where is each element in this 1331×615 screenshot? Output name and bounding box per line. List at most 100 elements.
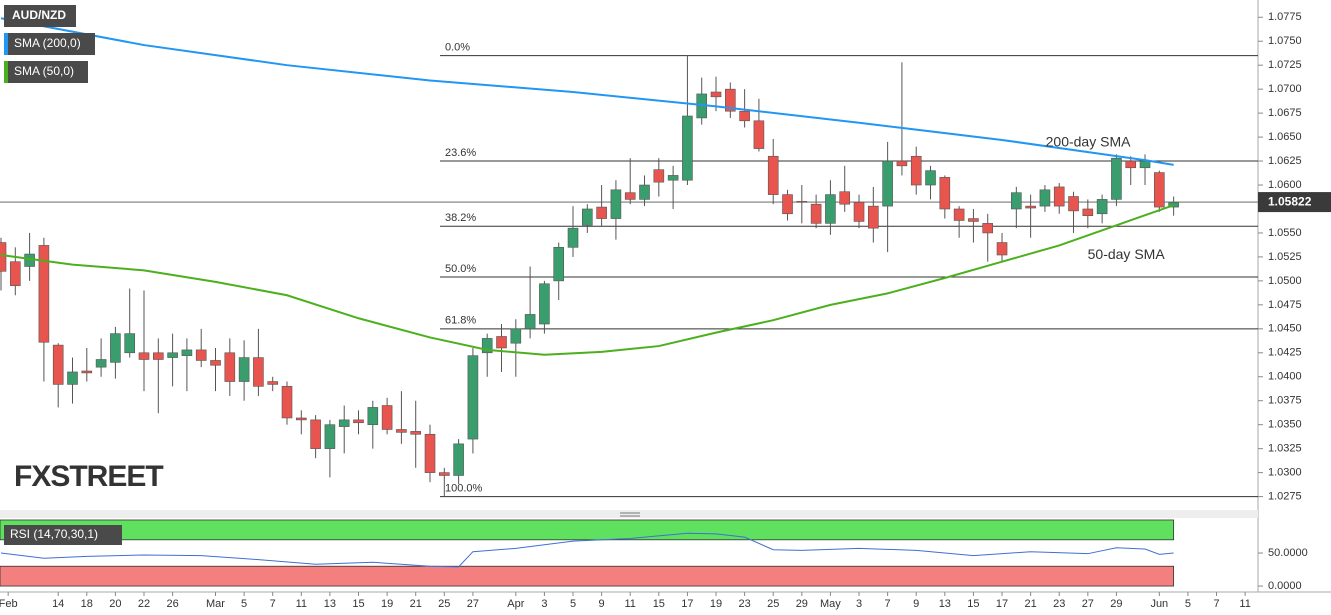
title-box	[4, 5, 76, 27]
sma-line	[0, 17, 1174, 166]
candle-body	[1053, 186, 1065, 207]
candle-body	[739, 110, 750, 122]
x-tick-label: 17	[996, 598, 1008, 610]
x-tick-label: Mar	[206, 598, 225, 610]
fib-label: 0.0%	[445, 42, 470, 54]
x-tick-label: 15	[352, 598, 364, 610]
sma-line	[0, 204, 1174, 356]
candle-body	[896, 160, 908, 167]
candle-body	[567, 227, 579, 248]
candle-body	[1068, 196, 1079, 212]
sma-annotation: 200-day SMA	[1046, 134, 1131, 150]
candle-body	[267, 381, 279, 385]
y-tick-label: 1.0725	[1268, 59, 1302, 71]
candle-body	[1154, 172, 1165, 208]
candle-body	[510, 328, 522, 344]
y-tick-label: 1.0500	[1268, 275, 1302, 287]
candle-body	[367, 407, 379, 425]
candle-body	[553, 247, 565, 282]
x-tick-label: 5	[1185, 598, 1191, 610]
x-tick-label: 5	[241, 598, 247, 610]
y-tick-label: 1.0375	[1268, 395, 1302, 407]
y-tick-label: 1.0300	[1268, 467, 1302, 479]
x-tick-label: 29	[1110, 598, 1122, 610]
x-tick-label: 29	[796, 598, 808, 610]
x-tick-label: 21	[1024, 598, 1036, 610]
candle-body	[167, 352, 178, 358]
x-tick-label: 22	[138, 598, 150, 610]
x-tick-label: 20	[109, 598, 121, 610]
candle-body	[1011, 192, 1022, 210]
candle-body	[52, 344, 64, 385]
candle-body	[910, 155, 922, 186]
candle-body	[253, 357, 264, 387]
candle-body	[338, 419, 350, 427]
candle-body	[810, 203, 822, 224]
x-tick-label: 3	[856, 598, 862, 610]
candle-body	[67, 371, 78, 385]
fib-label: 50.0%	[445, 263, 476, 275]
rsi-line	[0, 532, 1174, 568]
y-tick-label: 1.0650	[1268, 131, 1302, 143]
x-tick-label: 27	[467, 598, 479, 610]
y-tick-label: 1.0325	[1268, 443, 1302, 455]
candle-body	[996, 242, 1008, 256]
y-tick-label: 1.0275	[1268, 490, 1302, 502]
x-tick-label: May	[820, 598, 841, 610]
x-tick-label: Jun	[1150, 598, 1168, 610]
y-tick-label: 1.0750	[1268, 35, 1302, 47]
candle-body	[153, 352, 164, 360]
pane-separator[interactable]	[0, 510, 1258, 518]
y-tick-label: 0.0000	[1268, 580, 1302, 592]
fib-label: 61.8%	[445, 315, 476, 327]
candle-body	[853, 201, 865, 222]
candle-body	[81, 370, 93, 374]
overlay: 1.0775 1.0750 1.0725 1.0700 1.0675 1.0650 1.06…	[0, 5, 1331, 610]
x-tick-label: 23	[738, 598, 750, 610]
y-tick-label: 1.0350	[1268, 419, 1302, 431]
candle-body	[624, 192, 636, 200]
candle-body	[825, 194, 836, 224]
candle-body	[868, 205, 879, 229]
legend-label: SMA (50,0)	[14, 64, 74, 78]
x-tick-label: 11	[625, 598, 636, 610]
x-tick-label: 5	[570, 598, 576, 610]
candle-body	[1139, 160, 1151, 169]
candle-body	[782, 194, 793, 215]
candle-body	[324, 424, 336, 449]
x-tick-label: 7	[270, 598, 276, 610]
candle-body	[281, 386, 293, 419]
x-tick-label: 15	[967, 598, 979, 610]
candle-body	[238, 357, 250, 382]
candle-body	[882, 160, 893, 207]
x-tick-label: 19	[710, 598, 722, 610]
candle-body	[453, 443, 464, 476]
x-tick-label: 25	[767, 598, 779, 610]
legend-label: SMA (200,0)	[14, 36, 81, 50]
candle-body	[725, 88, 736, 112]
rsi-zone	[0, 565, 1175, 587]
candle-body	[138, 352, 150, 360]
candle-body	[1125, 160, 1137, 169]
candle-body	[925, 170, 936, 186]
candle-body	[95, 359, 107, 368]
y-tick-label: 1.0675	[1268, 107, 1302, 119]
candle-body	[439, 472, 450, 476]
x-tick-label: 19	[381, 598, 393, 610]
fib-label: 38.2%	[445, 212, 476, 224]
candle-body	[539, 283, 550, 325]
candle-body	[667, 175, 679, 181]
candle-body	[195, 349, 207, 361]
x-tick-label: 27	[1082, 598, 1094, 610]
candle-body	[38, 245, 50, 343]
candle-body	[353, 419, 364, 424]
legend-swatch	[4, 61, 8, 83]
candle-body	[296, 417, 307, 421]
candle-body	[224, 352, 236, 382]
candle-body	[181, 349, 193, 356]
y-tick-label: 1.0425	[1268, 347, 1302, 359]
y-tick-label: 1.0525	[1268, 251, 1302, 263]
candle-body	[410, 431, 422, 435]
legend-swatch	[4, 33, 8, 55]
candle-body	[110, 333, 121, 363]
